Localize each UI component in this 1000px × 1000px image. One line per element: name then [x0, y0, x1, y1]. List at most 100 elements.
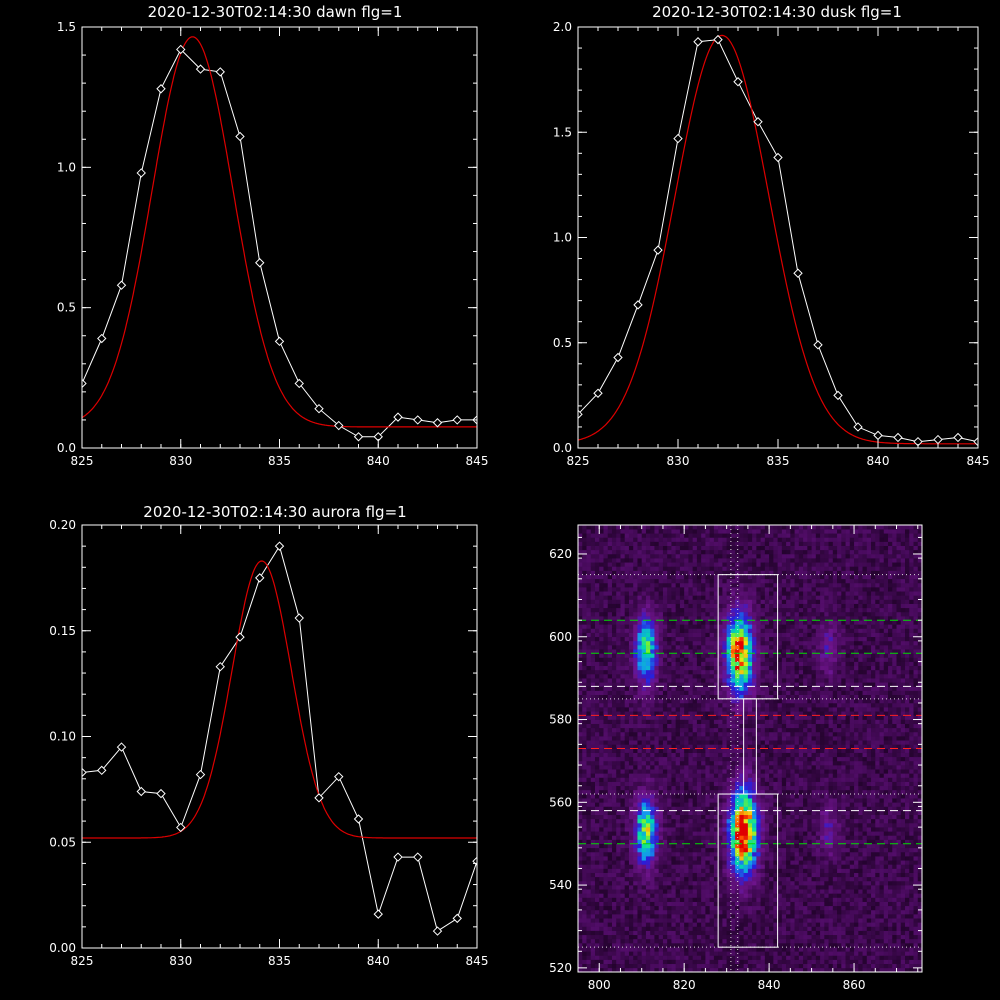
heatmap-cell — [599, 963, 604, 969]
heatmap-cell — [688, 864, 693, 869]
heatmap-cell — [671, 549, 676, 555]
heatmap-cell — [658, 839, 664, 844]
heatmap-cell — [616, 769, 621, 774]
heatmap-cell — [747, 645, 753, 650]
heatmap-cell — [730, 632, 736, 638]
heatmap-cell — [586, 620, 592, 625]
heatmap-cell — [684, 794, 689, 799]
heatmap-cell — [730, 839, 736, 844]
heatmap-cell — [616, 702, 621, 708]
heatmap-cell — [671, 711, 676, 716]
heatmap-cell — [696, 955, 702, 960]
heatmap-cell — [713, 616, 719, 621]
heatmap-cell — [675, 587, 681, 592]
heatmap-cell — [603, 694, 609, 700]
heatmap-cell — [645, 967, 651, 973]
heatmap-cell — [628, 566, 634, 571]
heatmap-cell — [590, 847, 596, 853]
heatmap-cell — [679, 657, 685, 662]
heatmap-cell — [645, 744, 651, 749]
heatmap-cell — [756, 938, 761, 944]
heatmap-cell — [671, 918, 676, 923]
heatmap-cell — [718, 678, 723, 683]
heatmap-cell — [599, 645, 604, 650]
heatmap-cell — [726, 674, 732, 679]
heatmap-cell — [701, 570, 706, 575]
heatmap-cell — [671, 843, 676, 849]
heatmap-cell — [705, 690, 710, 695]
heatmap-cell — [730, 777, 736, 782]
heatmap-cell — [662, 529, 668, 534]
heatmap-cell — [730, 773, 736, 778]
heatmap-cell — [671, 860, 676, 865]
heatmap-cell — [645, 938, 651, 944]
heatmap-cell — [675, 731, 681, 737]
heatmap-cell — [735, 889, 740, 894]
heatmap-cell — [616, 674, 621, 679]
heatmap-cell — [611, 959, 617, 965]
heatmap-cell — [679, 719, 685, 724]
heatmap-cell — [658, 545, 664, 551]
heatmap-cell — [696, 603, 702, 609]
heatmap-cell — [692, 930, 698, 936]
heatmap-cell — [718, 537, 723, 542]
data-point-marker — [773, 152, 783, 163]
heatmap-cell — [620, 645, 626, 650]
heatmap-cell — [696, 897, 702, 902]
heatmap-cell — [599, 947, 604, 952]
heatmap-cell — [650, 847, 655, 853]
heatmap-cell — [590, 645, 596, 650]
heatmap-cell — [628, 744, 634, 749]
heatmap-cell — [645, 856, 651, 861]
heatmap-cell — [675, 541, 681, 546]
heatmap-cell — [616, 914, 621, 919]
heatmap-cell — [679, 707, 685, 712]
heatmap-cell — [735, 934, 740, 940]
heatmap-cell — [679, 955, 685, 960]
heatmap-cell — [739, 611, 744, 617]
heatmap-cell — [594, 835, 600, 840]
heatmap-cell — [599, 694, 604, 700]
heatmap-cell — [645, 674, 651, 679]
heatmap-cell — [603, 616, 609, 621]
heatmap-cell — [650, 711, 655, 716]
heatmap-cell — [684, 682, 689, 687]
heatmap-cell — [590, 525, 596, 530]
heatmap-cell — [590, 657, 596, 662]
heatmap-cell — [628, 620, 634, 625]
heatmap-cell — [679, 578, 685, 584]
heatmap-cell — [679, 649, 685, 654]
heatmap-cell — [590, 967, 596, 973]
heatmap-cell — [620, 748, 626, 753]
heatmap-cell — [743, 794, 749, 799]
heatmap-cell — [620, 715, 626, 720]
heatmap-cell — [641, 909, 647, 915]
heatmap-cell — [743, 591, 749, 596]
heatmap-cell — [735, 926, 740, 931]
heatmap-cell — [603, 885, 609, 890]
data-point-marker — [593, 388, 603, 398]
heatmap-cell — [611, 553, 617, 559]
heatmap-cell — [688, 529, 693, 534]
heatmap-cell — [603, 756, 609, 762]
heatmap-cell — [641, 574, 647, 580]
heatmap-cell — [709, 909, 715, 915]
heatmap-cell — [722, 893, 727, 898]
heatmap-cell — [688, 537, 693, 542]
heatmap-cell — [688, 922, 693, 927]
heatmap-cell — [603, 798, 609, 803]
heatmap-cell — [726, 657, 732, 662]
heatmap-cell — [713, 872, 719, 878]
heatmap-cell — [641, 553, 647, 559]
heatmap-cell — [620, 831, 626, 836]
heatmap-cell — [692, 611, 698, 617]
heatmap-cell — [624, 938, 630, 944]
heatmap-cell — [713, 963, 719, 969]
heatmap-cell — [739, 649, 744, 654]
heatmap-cell — [705, 678, 710, 683]
heatmap-cell — [582, 698, 587, 704]
heatmap-cell — [709, 839, 715, 844]
heatmap-cell — [594, 798, 600, 803]
heatmap-cell — [641, 558, 647, 563]
heatmap-cell — [658, 831, 664, 836]
